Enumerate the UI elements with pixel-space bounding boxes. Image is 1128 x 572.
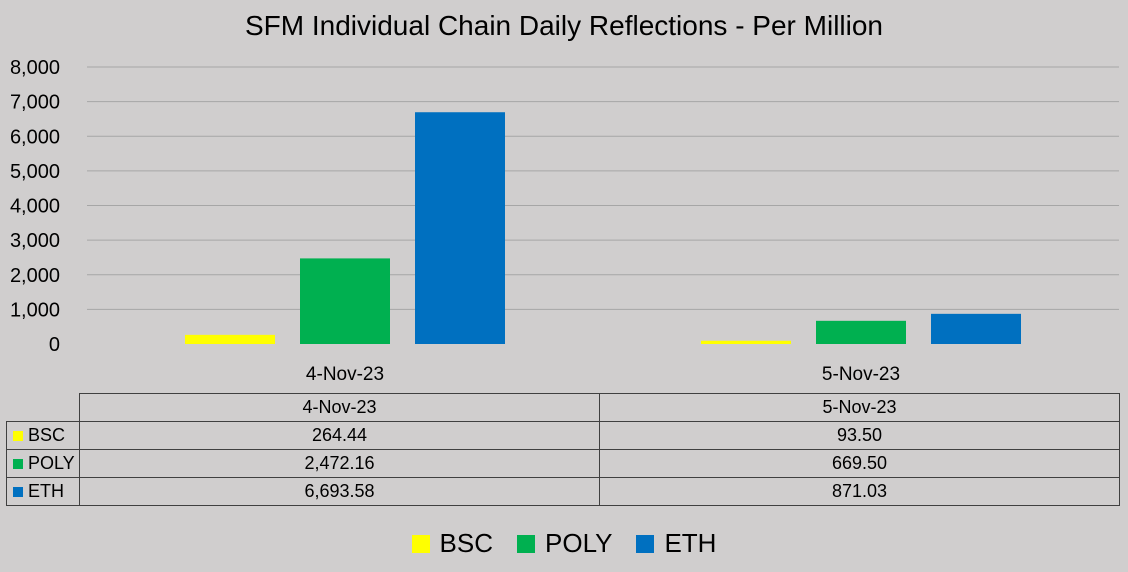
legend-item-poly: POLY bbox=[517, 528, 612, 559]
table-row: BSC 264.44 93.50 bbox=[6, 421, 1120, 450]
bar-bsc-1 bbox=[185, 334, 275, 344]
table-value-cell: 6,693.58 bbox=[79, 477, 600, 506]
series-swatch bbox=[13, 487, 23, 497]
gridlines bbox=[87, 66, 1119, 310]
table-value-cell: 264.44 bbox=[79, 421, 600, 450]
y-tick-label: 3,000 bbox=[10, 230, 60, 252]
table-value-cell: 2,472.16 bbox=[79, 449, 600, 478]
bar-chart-plot: 0 1,000 2,000 3,000 4,000 5,000 6,000 7,000 8,00… bbox=[10, 57, 1119, 385]
table-series-cell: POLY bbox=[6, 449, 80, 478]
y-axis: 0 1,000 2,000 3,000 4,000 5,000 6,000 7,000 8,00… bbox=[10, 57, 60, 356]
bar-bsc-2 bbox=[701, 340, 791, 344]
series-swatch bbox=[13, 459, 23, 469]
legend-swatch bbox=[517, 534, 536, 553]
legend-label: BSC bbox=[439, 528, 494, 558]
y-tick-label: 0 bbox=[49, 334, 60, 356]
x-tick-label: 5-Nov-23 bbox=[822, 364, 900, 385]
legend-swatch bbox=[636, 534, 655, 553]
y-tick-label: 8,000 bbox=[10, 57, 60, 79]
bar-eth-1 bbox=[415, 112, 505, 344]
bars bbox=[185, 112, 1021, 344]
table-corner bbox=[6, 393, 80, 422]
bar-poly-2 bbox=[816, 320, 906, 344]
legend-swatch bbox=[411, 534, 430, 553]
table-value-cell: 93.50 bbox=[599, 421, 1120, 450]
x-tick-label: 4-Nov-23 bbox=[306, 364, 384, 385]
table-header-cell: 5-Nov-23 bbox=[599, 393, 1120, 422]
y-tick-label: 1,000 bbox=[10, 299, 60, 321]
table-row: ETH 6,693.58 871.03 bbox=[6, 477, 1120, 506]
legend-label: ETH bbox=[664, 528, 717, 558]
chart-title: SFM Individual Chain Daily Reflections -… bbox=[244, 10, 883, 41]
table-series-cell: ETH bbox=[6, 477, 80, 506]
table-header-row: 4-Nov-23 5-Nov-23 bbox=[6, 393, 1120, 422]
bar-poly-1 bbox=[300, 258, 390, 344]
x-axis: 4-Nov-23 5-Nov-23 bbox=[306, 364, 900, 385]
table-header-cell: 4-Nov-23 bbox=[79, 393, 600, 422]
y-tick-label: 4,000 bbox=[10, 196, 60, 218]
table-series-cell: BSC bbox=[6, 421, 80, 450]
legend-label: POLY bbox=[545, 528, 613, 558]
table-value-cell: 669.50 bbox=[599, 449, 1120, 478]
table-value-cell: 871.03 bbox=[599, 477, 1120, 506]
series-swatch bbox=[13, 431, 23, 441]
data-table: 4-Nov-23 5-Nov-23 BSC 264.44 93.50 POLY 2,472.… bbox=[6, 393, 1120, 506]
table-row: POLY 2,472.16 669.50 bbox=[6, 449, 1120, 478]
legend-item-eth: ETH bbox=[636, 528, 716, 559]
legend: BSC POLY ETH bbox=[0, 528, 1128, 559]
bar-eth-2 bbox=[931, 313, 1021, 344]
y-tick-label: 7,000 bbox=[10, 92, 60, 114]
legend-item-bsc: BSC bbox=[411, 528, 494, 559]
table-series-name: ETH bbox=[28, 481, 64, 501]
table-series-name: POLY bbox=[28, 453, 75, 473]
table-series-name: BSC bbox=[28, 425, 66, 445]
y-tick-label: 5,000 bbox=[10, 161, 60, 183]
y-tick-label: 2,000 bbox=[10, 265, 60, 287]
y-tick-label: 6,000 bbox=[10, 126, 60, 148]
